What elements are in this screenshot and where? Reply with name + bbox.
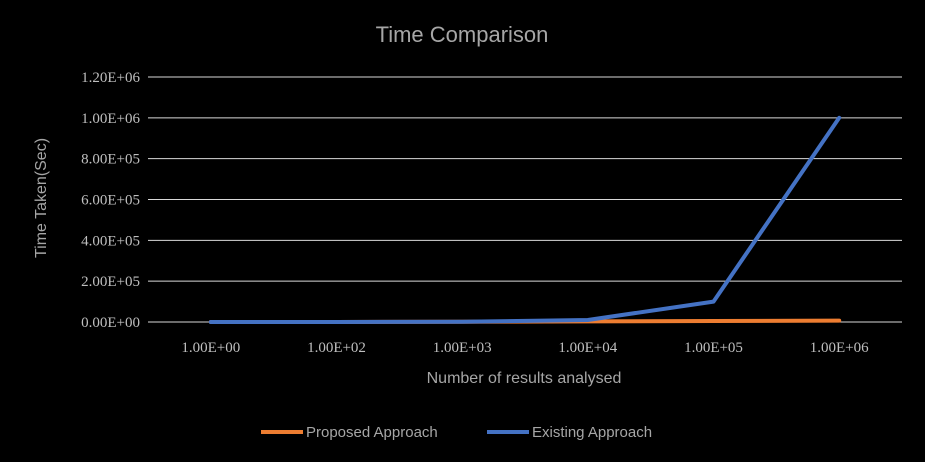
x-tick-label: 1.00E+05 [684, 340, 743, 356]
x-axis-ticks: 1.00E+00 1.00E+02 1.00E+03 1.00E+04 1.00E+05… [181, 340, 869, 356]
y-axis-label: Time Taken(Sec) [33, 138, 50, 258]
y-axis-ticks: 0.00E+00 2.00E+05 4.00E+05 6.00E+05 8.00E+05… [81, 70, 140, 331]
x-axis-label: Number of results analysed [427, 370, 622, 387]
legend: Proposed Approach Existing Approach [261, 424, 652, 441]
x-tick-label: 1.00E+06 [810, 340, 869, 356]
y-tick-label: 6.00E+05 [81, 193, 140, 209]
y-tick-label: 4.00E+05 [81, 233, 140, 249]
y-tick-label: 0.00E+00 [81, 315, 140, 331]
y-tick-label: 1.00E+06 [81, 111, 140, 127]
x-tick-label: 1.00E+00 [181, 340, 240, 356]
y-tick-label: 2.00E+05 [81, 274, 140, 290]
x-tick-label: 1.00E+04 [558, 340, 617, 356]
series-lines [208, 115, 842, 324]
chart-title: Time Comparison [376, 22, 549, 47]
legend-label: Existing Approach [532, 424, 652, 441]
y-tick-label: 1.20E+06 [81, 70, 140, 86]
x-tick-label: 1.00E+03 [433, 340, 492, 356]
x-tick-label: 1.00E+02 [307, 340, 366, 356]
y-tick-label: 8.00E+05 [81, 152, 140, 168]
series-line-existing-approach [208, 115, 842, 324]
legend-label: Proposed Approach [306, 424, 438, 441]
